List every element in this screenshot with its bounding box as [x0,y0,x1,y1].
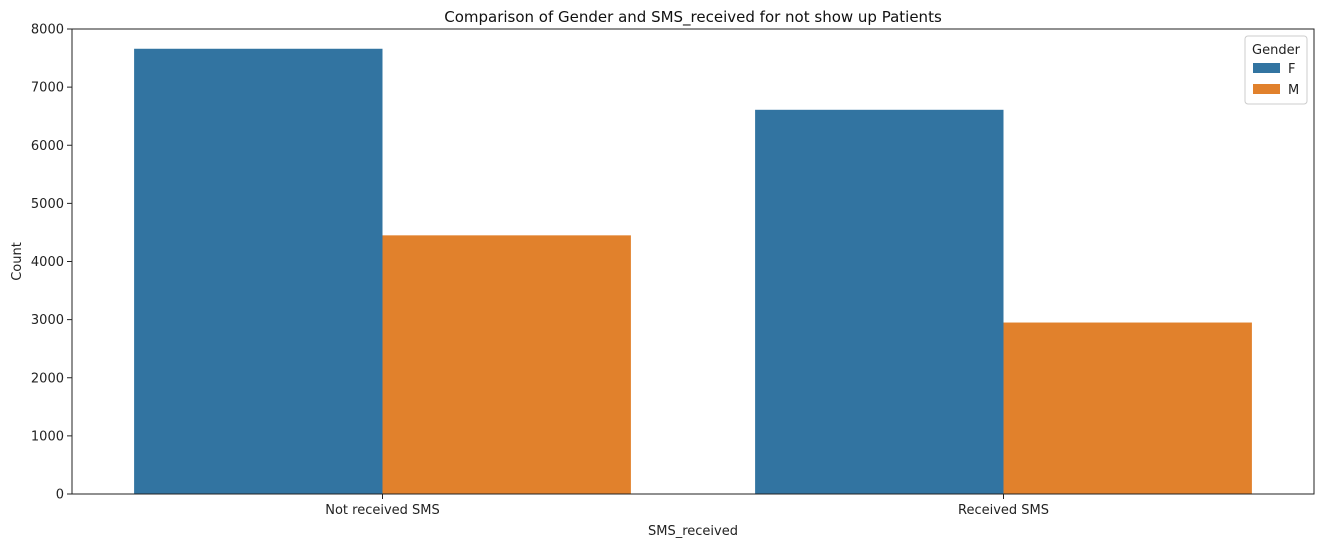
legend-title: Gender [1252,43,1301,58]
y-tick-label: 0 [56,488,64,503]
y-axis: 0 1000 2000 3000 4000 5000 6000 7000 8000 [31,23,72,503]
y-tick-label: 3000 [31,313,64,328]
y-tick-label: 8000 [31,23,64,38]
chart-title: Comparison of Gender and SMS_received fo… [444,8,942,27]
y-tick-label: 4000 [31,255,64,270]
legend-swatch-F [1253,63,1280,73]
legend-label-M: M [1288,83,1299,98]
y-axis-title: Count [10,242,25,281]
y-tick-label: 2000 [31,371,64,386]
x-tick-label: Received SMS [958,503,1049,518]
x-axis: Not received SMS Received SMS [325,494,1049,518]
bar-F-0 [134,48,383,494]
bar-M-1 [1003,322,1252,494]
x-tick-label: Not received SMS [325,503,440,518]
bar-F-1 [755,109,1004,494]
bar-M-0 [382,235,631,494]
y-tick-label: 1000 [31,429,64,444]
legend-swatch-M [1253,84,1280,94]
legend: Gender FM [1244,35,1308,105]
legend-label-F: F [1288,62,1295,77]
y-tick-label: 7000 [31,81,64,96]
x-axis-title: SMS_received [648,524,738,539]
legend-items: FM [1253,62,1299,98]
y-tick-label: 5000 [31,197,64,212]
plot-area [134,48,1252,494]
y-tick-label: 6000 [31,139,64,154]
